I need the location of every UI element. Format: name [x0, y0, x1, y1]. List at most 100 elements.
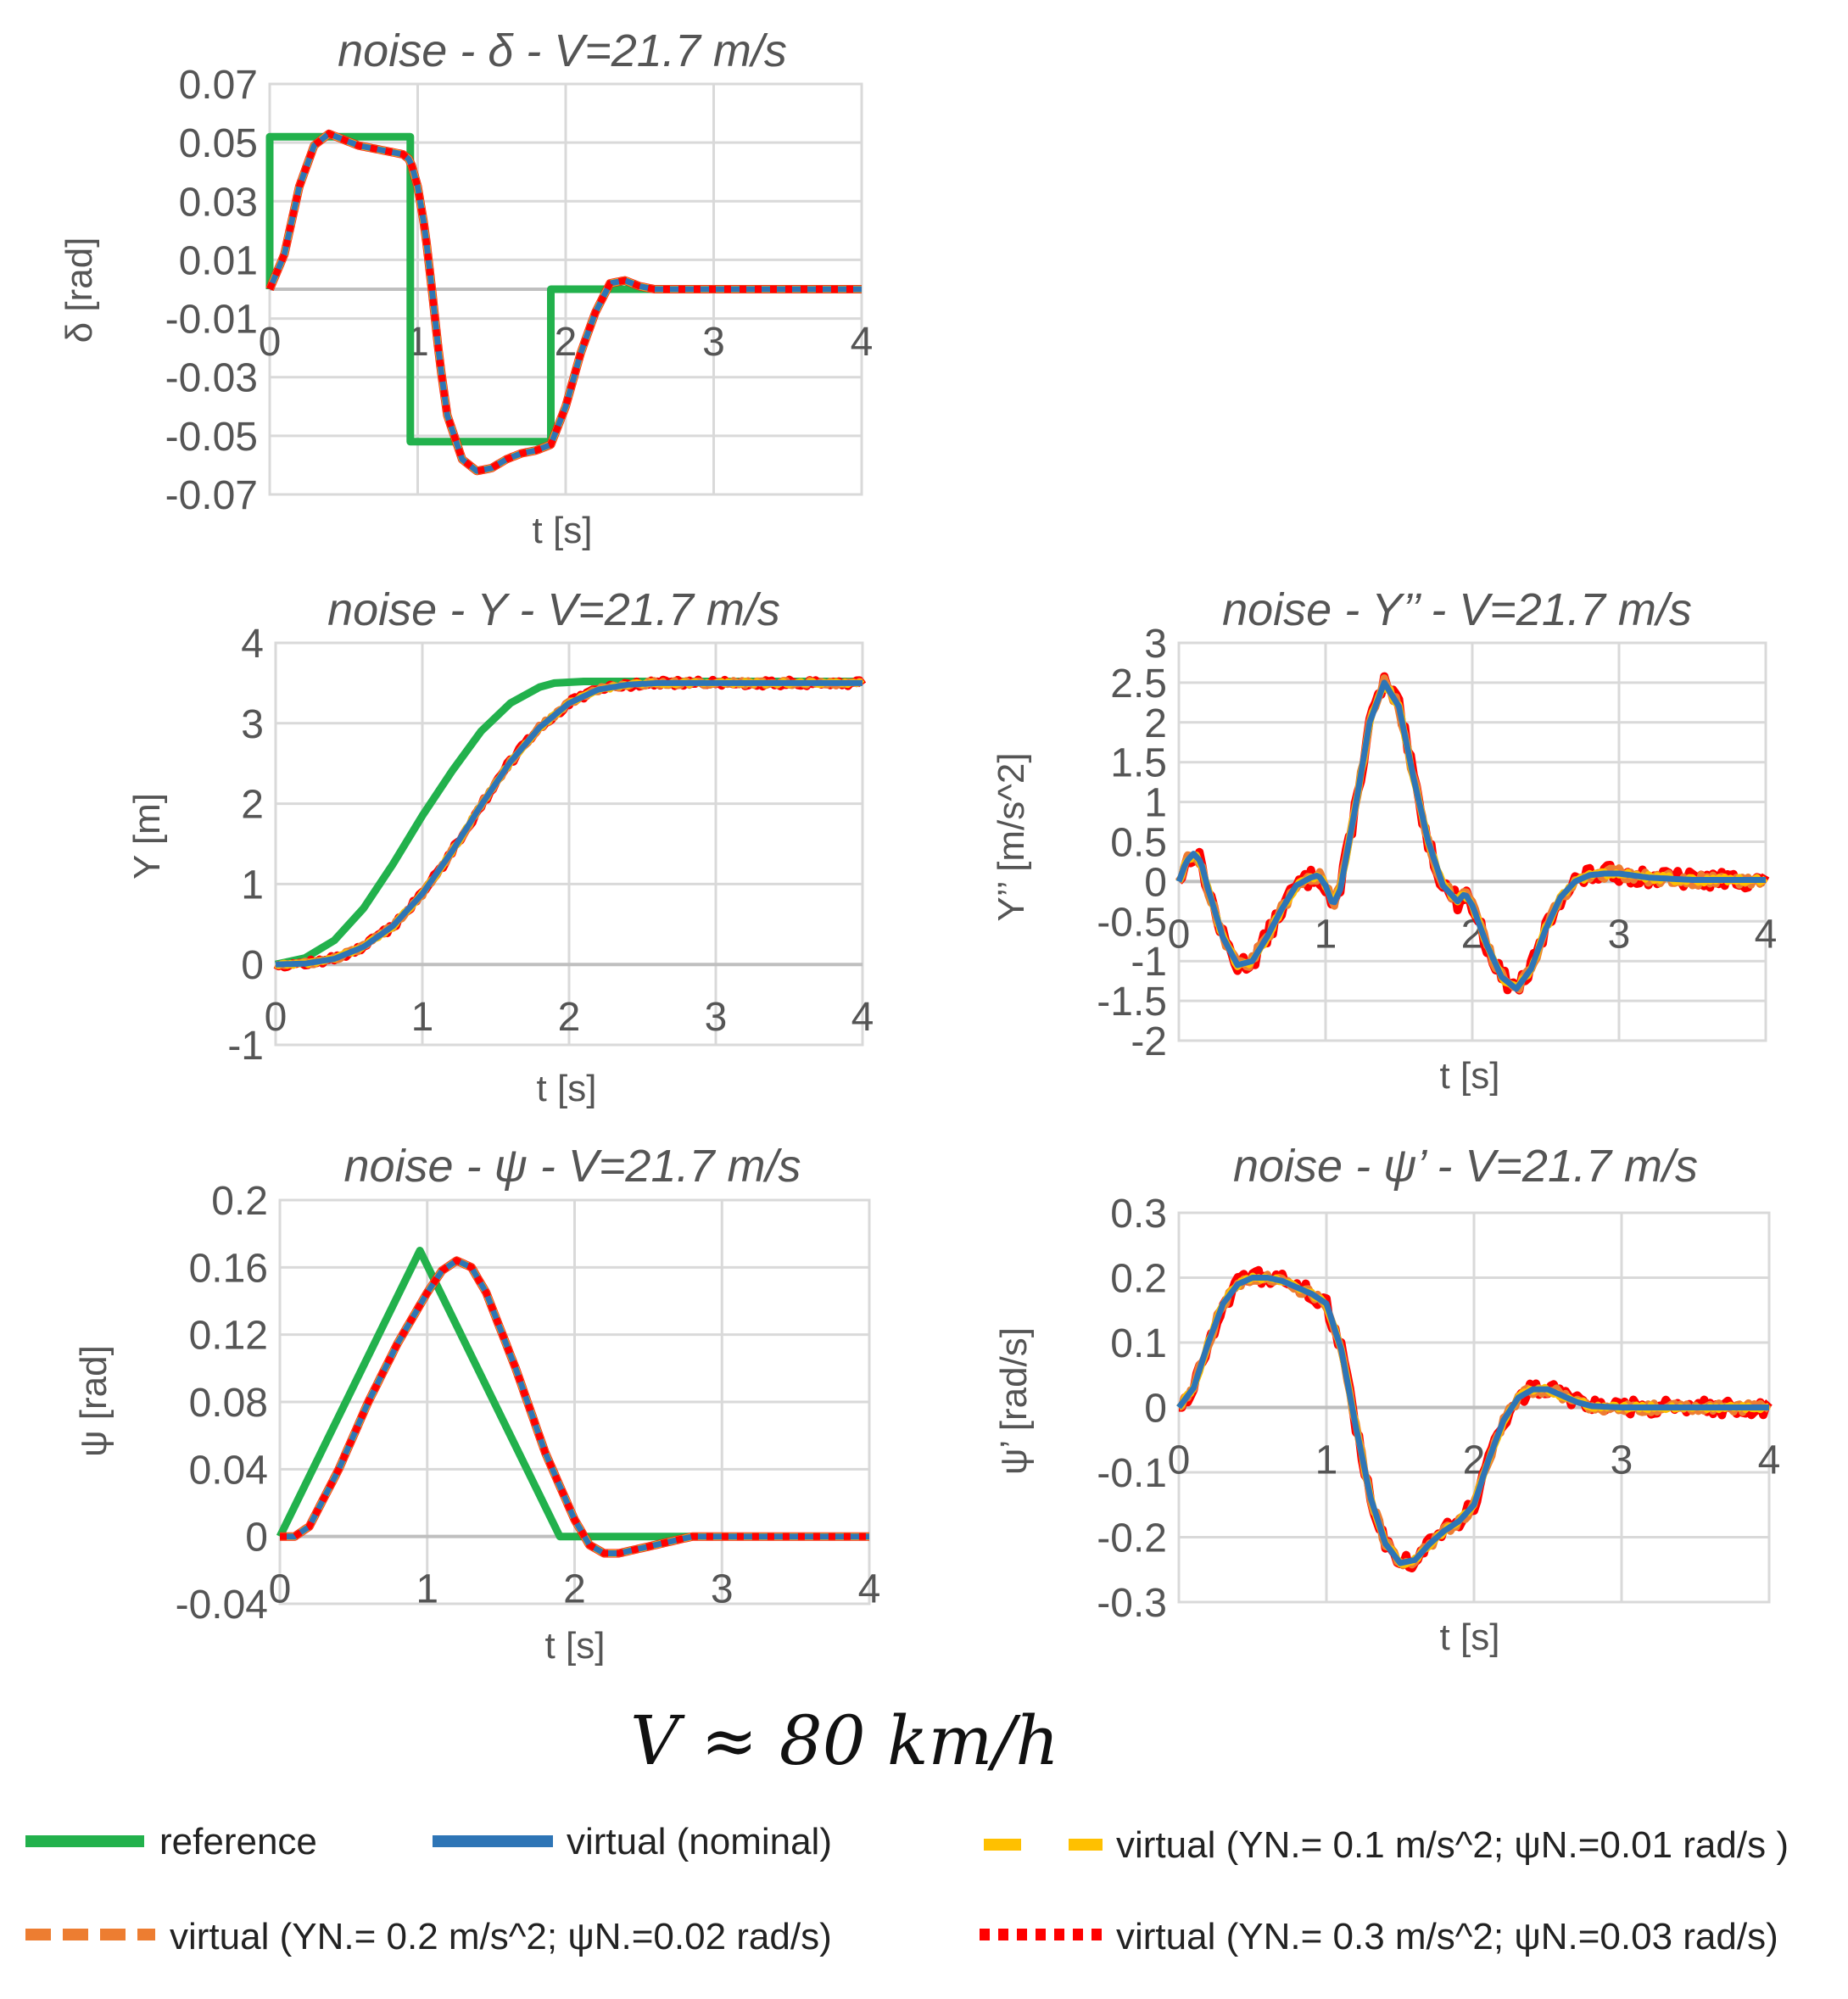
y-tick-label: -0.3 — [1097, 1581, 1167, 1626]
y-tick-label: 1.5 — [1110, 741, 1167, 786]
x-tick-label: 4 — [858, 1567, 881, 1612]
series-nominal-line — [266, 131, 862, 474]
chart-delta-panel: noise - δ - V=21.7 m/s δ [rad] t [s] 0.0… — [59, 25, 873, 551]
x-tick-label: 2 — [563, 1567, 586, 1612]
y-tick-label: 0 — [1144, 1387, 1167, 1432]
legend-item-virtual-noise3: virtual (YN.= 0.3 m/s^2; ψN.=0.03 rad/s) — [980, 1916, 1778, 1957]
y-axis-title: ψ’ [rad/s] — [993, 1327, 1035, 1475]
legend-item-virtual-noise1: virtual (YN.= 0.1 m/s^2; ψN.=0.01 rad/s … — [984, 1824, 1789, 1866]
x-tick-label: 1 — [411, 995, 434, 1040]
y-tick-label: 1 — [1144, 781, 1167, 826]
chart-psid-panel: noise - ψ’ - V=21.7 m/s ψ’ [rad/s] t [s]… — [993, 1141, 1780, 1658]
legend-label-noise1: virtual (YN.= 0.1 m/s^2; ψN.=0.01 rad/s … — [1116, 1824, 1789, 1866]
y-tick-label: 0.16 — [189, 1246, 268, 1291]
x-tick-label: 4 — [851, 995, 874, 1040]
y-tick-label: 1 — [241, 863, 264, 907]
y-tick-label: 3 — [241, 702, 264, 747]
y-axis-title: Y [m] — [126, 793, 168, 879]
y-tick-label: -1.5 — [1097, 980, 1167, 1025]
y-tick-label: 0.5 — [1110, 821, 1167, 866]
chart-title: noise - Y - V=21.7 m/s — [327, 584, 780, 635]
x-tick-label: 4 — [851, 320, 874, 365]
y-tick-label: 0.07 — [179, 63, 258, 108]
x-tick-label: 2 — [555, 320, 578, 365]
y-axis-title: ψ [rad] — [73, 1345, 114, 1457]
y-tick-label: -0.2 — [1097, 1516, 1167, 1561]
legend-item-virtual-nominal: virtual (nominal) — [433, 1821, 832, 1862]
x-tick-label: 1 — [1315, 1438, 1338, 1483]
y-axis-title: Y’’ [m/s^2] — [991, 752, 1032, 921]
legend-label-nominal: virtual (nominal) — [567, 1821, 832, 1862]
legend-item-virtual-noise2: virtual (YN.= 0.2 m/s^2; ψN.=0.02 rad/s) — [25, 1916, 832, 1957]
y-tick-label: -2 — [1131, 1019, 1167, 1064]
chart-title: noise - ψ’ - V=21.7 m/s — [1233, 1141, 1698, 1192]
x-tick-label: 3 — [711, 1567, 734, 1612]
y-tick-label: 0.3 — [1110, 1192, 1167, 1237]
series-reference-line — [265, 132, 862, 446]
y-tick-label: 0.1 — [1110, 1321, 1167, 1366]
speed-label: V ≈ 80 km/h — [630, 1701, 1059, 1780]
x-tick-label: 4 — [1755, 912, 1778, 957]
x-tick-label: 2 — [558, 995, 581, 1040]
x-tick-label: 0 — [259, 320, 282, 365]
y-tick-label: -0.01 — [165, 298, 258, 343]
x-tick-label: 1 — [416, 1567, 438, 1612]
series-nominal-line — [275, 679, 863, 968]
y-tick-label: -0.5 — [1097, 900, 1167, 945]
y-tick-label: 3 — [1144, 622, 1167, 667]
series-nominal-line — [1175, 679, 1766, 992]
y-tick-label: -0.1 — [1097, 1451, 1167, 1496]
y-tick-label: 0.2 — [211, 1179, 268, 1224]
chart-Y-panel: noise - Y - V=21.7 m/s Y [m] t [s] 4 3 2 1 0… — [126, 584, 874, 1109]
y-tick-label: 0 — [241, 943, 264, 988]
y-tick-label: 0.05 — [179, 121, 258, 166]
y-axis-title: δ [rad] — [59, 237, 100, 343]
y-tick-label: 0 — [245, 1516, 268, 1561]
y-tick-label: -0.05 — [165, 415, 258, 460]
x-tick-label: 0 — [1168, 912, 1191, 957]
y-tick-label: 0.01 — [179, 238, 258, 283]
chart-Ydd-panel: noise - Y’’ - V=21.7 m/s Y’’ [m/s^2] t [… — [991, 584, 1777, 1097]
x-axis-title: t [s] — [537, 1068, 597, 1109]
y-tick-label: 0.08 — [189, 1381, 268, 1426]
y-tick-label: 0.04 — [189, 1448, 268, 1493]
series-nominal-line — [1176, 1275, 1769, 1566]
legend-label-noise3: virtual (YN.= 0.3 m/s^2; ψN.=0.03 rad/s) — [1116, 1916, 1778, 1957]
x-axis-title: t [s] — [533, 510, 593, 551]
x-axis-title: t [s] — [1440, 1617, 1500, 1658]
legend: reference virtual (nominal) virtual (YN.… — [25, 1821, 1789, 1957]
y-tick-label: 0.2 — [1110, 1257, 1167, 1302]
y-tick-label: 2 — [241, 783, 264, 828]
x-tick-label: 3 — [705, 995, 728, 1040]
x-axis-title: t [s] — [1440, 1055, 1500, 1097]
series-reference-line — [275, 678, 863, 969]
y-tick-label: -0.03 — [165, 356, 258, 401]
x-tick-label: 3 — [1611, 1438, 1633, 1483]
y-tick-label: -1 — [227, 1024, 264, 1069]
x-tick-label: 3 — [1608, 912, 1631, 957]
x-tick-label: 0 — [1168, 1438, 1191, 1483]
y-tick-label: -1 — [1131, 940, 1167, 985]
y-tick-label: 0.12 — [189, 1314, 268, 1359]
legend-label-noise2: virtual (YN.= 0.2 m/s^2; ψN.=0.02 rad/s) — [170, 1916, 832, 1957]
chart-title: noise - ψ - V=21.7 m/s — [344, 1141, 801, 1192]
x-tick-label: 3 — [702, 320, 725, 365]
y-tick-label: -0.07 — [165, 473, 258, 518]
chart-psi-panel: noise - ψ - V=21.7 m/s ψ [rad] t [s] 0.2… — [73, 1141, 880, 1667]
y-tick-label: 0.03 — [179, 180, 258, 225]
y-tick-label: 2 — [1144, 701, 1167, 746]
y-tick-label: 0 — [1144, 860, 1167, 905]
legend-label-reference: reference — [159, 1821, 317, 1862]
y-tick-label: 4 — [241, 622, 264, 667]
x-tick-label: 1 — [1315, 912, 1337, 957]
chart-title: noise - δ - V=21.7 m/s — [338, 25, 787, 76]
x-tick-label: 0 — [265, 995, 288, 1040]
chart-title: noise - Y’’ - V=21.7 m/s — [1222, 584, 1692, 635]
x-axis-title: t [s] — [545, 1625, 606, 1667]
y-tick-label: 2.5 — [1110, 662, 1167, 706]
series-noise3-overlay — [280, 1256, 869, 1557]
legend-item-reference: reference — [25, 1821, 317, 1862]
x-tick-label: 4 — [1758, 1438, 1781, 1483]
x-tick-label: 0 — [269, 1567, 292, 1612]
